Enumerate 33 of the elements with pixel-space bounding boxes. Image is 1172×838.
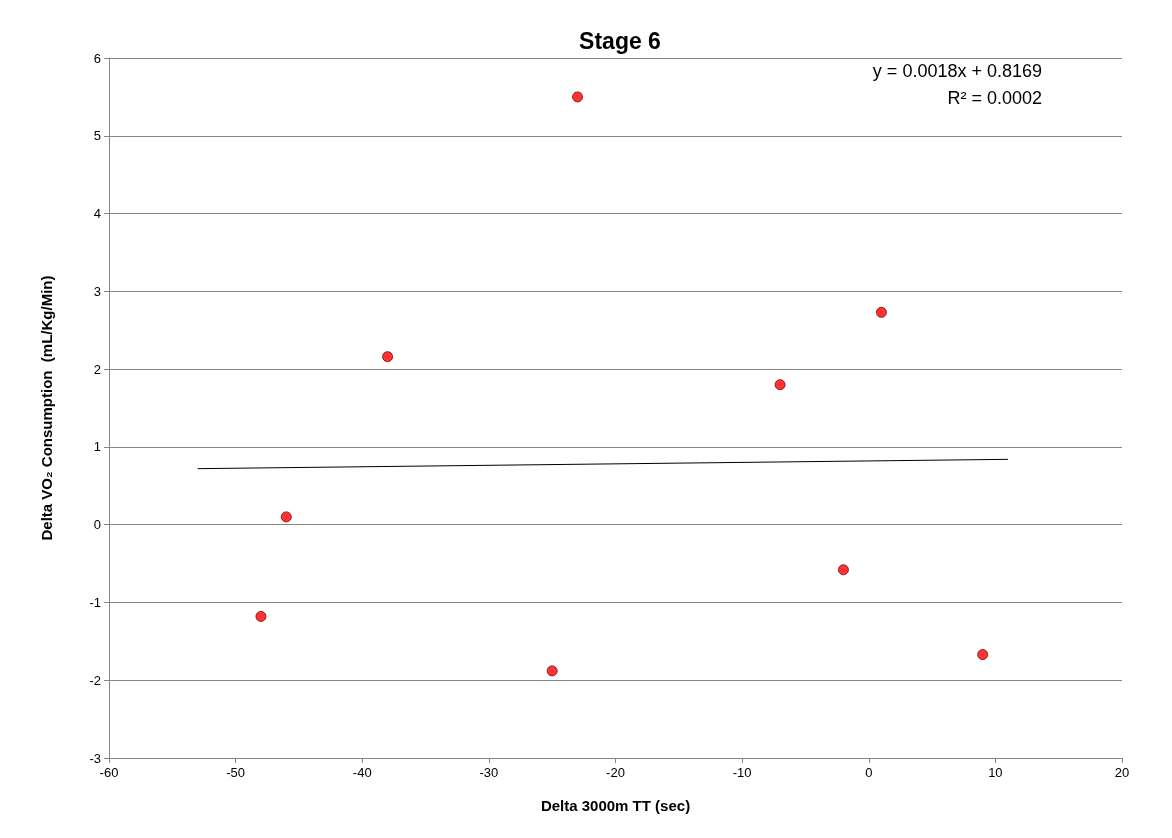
point bbox=[255, 610, 267, 622]
y-tick-label: 2 bbox=[93, 361, 101, 377]
x-tick-label: 20 bbox=[1114, 765, 1130, 780]
y-tick-label: 5 bbox=[93, 128, 101, 144]
point bbox=[546, 665, 558, 677]
point bbox=[572, 91, 584, 103]
x-tick-label: 10 bbox=[988, 765, 1003, 780]
y-tick-label: 4 bbox=[93, 206, 101, 222]
y-tick-label: -2 bbox=[89, 672, 101, 688]
x-tick-label: -50 bbox=[226, 765, 246, 780]
x-tick-label: -60 bbox=[99, 765, 119, 780]
x-tick-label: -40 bbox=[352, 765, 372, 780]
x-axis-title: Delta 3000m TT (sec) bbox=[540, 797, 691, 814]
point bbox=[875, 306, 887, 318]
point bbox=[837, 564, 849, 576]
y-tick-label: -1 bbox=[89, 594, 101, 610]
annotation: y = 0.0018x + 0.8169 bbox=[872, 61, 1042, 81]
y-axis-title: Delta VO₂ Consumption (mL/Kg/Min) bbox=[38, 275, 55, 541]
x-tick-label: -20 bbox=[606, 765, 625, 780]
point bbox=[280, 511, 292, 523]
x-tick-label: -30 bbox=[479, 765, 499, 780]
point bbox=[774, 379, 786, 391]
point bbox=[382, 351, 394, 363]
point bbox=[977, 649, 989, 661]
x-tick-label: -10 bbox=[732, 765, 752, 780]
y-tick-label: 0 bbox=[93, 517, 101, 533]
chart-title: Stage 6 bbox=[579, 27, 661, 54]
y-tick-label: -3 bbox=[89, 750, 101, 766]
y-tick-label: 6 bbox=[93, 50, 101, 66]
y-tick-label: 1 bbox=[93, 439, 101, 455]
y-tick-label: 3 bbox=[93, 283, 101, 299]
annotation: R² = 0.0002 bbox=[947, 88, 1042, 108]
x-tick-label: 0 bbox=[865, 765, 873, 780]
